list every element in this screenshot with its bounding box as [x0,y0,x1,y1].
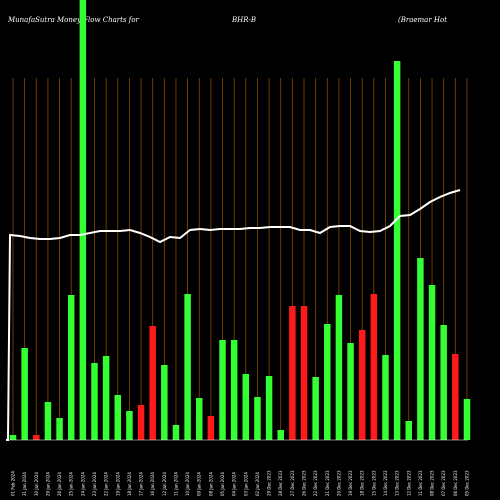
x-tick-label: 01 Feb 2024 [11,471,16,496]
bar [289,306,296,440]
bar [102,356,110,440]
x-tick-label: 26 Dec 2023 [302,470,307,496]
x-tick-label: 11 Dec 2023 [418,470,423,496]
bar [312,377,319,440]
bar [277,430,284,440]
x-tick-label: 14 Dec 2023 [383,470,388,496]
x-tick-label: 30 Jan 2024 [34,472,39,496]
x-tick-label: 19 Jan 2024 [115,472,120,496]
x-tick-label: 03 Jan 2024 [243,472,248,496]
x-tick-label: 21 Dec 2023 [325,470,330,496]
chart-header-center: BHR-B [231,16,256,24]
x-tick-label: 10 Jan 2024 [185,472,190,496]
money-flow-line [6,189,461,441]
x-tick-label: 04 Jan 2024 [232,472,237,496]
bar [242,374,250,440]
x-tick-label: 20 Dec 2023 [336,470,341,496]
bar [382,355,389,440]
bar [172,425,180,440]
x-tick-label: 29 Dec 2023 [267,470,272,496]
bar [184,294,191,440]
x-tick-label: 08 Jan 2024 [208,472,213,496]
x-tick-label: 26 Jan 2024 [57,472,62,496]
bar [393,61,401,440]
bar [44,402,52,440]
x-tick-label: 28 Dec 2023 [278,470,283,496]
x-tick-label: 02 Jan 2024 [255,472,260,496]
x-tick-label: 16 Jan 2024 [150,472,155,496]
bar [417,258,424,440]
bar [358,330,366,440]
bar [265,376,273,440]
bar-series [9,0,471,440]
bar [230,340,238,440]
x-tick-label: 05 Jan 2024 [220,472,225,496]
bar [370,294,378,440]
bar [463,399,471,440]
bar [114,395,122,440]
x-tick-label: 12 Dec 2023 [406,470,411,496]
x-tick-label: 05 Dec 2023 [464,470,469,496]
x-tick-label: 08 Dec 2023 [430,470,435,496]
x-tick-label: 18 Dec 2023 [360,470,365,496]
bar [335,295,343,440]
chart-header-left: MunafaSutra Money Flow Charts for [7,16,140,24]
x-tick-label: 07 Dec 2023 [441,470,446,496]
x-tick-label: 23 Jan 2024 [92,472,97,496]
chart-header-right: (Braemar Hot [398,16,447,24]
bar [324,324,331,440]
bar [300,306,308,440]
x-tick-label: 06 Dec 2023 [453,470,458,496]
x-tick-label: 12 Jan 2024 [162,472,167,496]
bar [428,285,436,440]
bar [347,343,354,440]
bar [67,295,75,440]
bar [126,411,133,440]
x-tick-label: 31 Jan 2024 [22,472,27,496]
x-tick-label: 18 Jan 2024 [127,472,132,496]
x-tick-label: 13 Dec 2023 [395,470,400,496]
bar [149,326,156,440]
x-tick-label: 24 Jan 2024 [80,472,85,496]
x-axis-tick-labels: 01 Feb 2024 31 Jan 2024 30 Jan 2024 29 Jan … [11,470,470,496]
x-tick-label: 11 Jan 2024 [173,472,178,496]
bar [21,348,28,440]
bar [79,0,87,440]
bar [56,418,63,440]
x-tick-label: 29 Jan 2024 [45,472,50,496]
bar [254,397,261,440]
x-tick-label: 09 Jan 2024 [197,472,202,496]
bar [440,325,447,440]
x-tick-label: 15 Dec 2023 [371,470,376,496]
bar [207,416,215,440]
bar [161,365,168,440]
bar [195,398,203,440]
x-tick-label: 19 Dec 2023 [348,470,353,496]
x-tick-label: 17 Jan 2024 [139,472,144,496]
x-tick-label: 22 Jan 2024 [104,472,109,496]
x-tick-label: 22 Dec 2023 [313,470,318,496]
bar [33,435,40,440]
x-tick-label: 25 Jan 2024 [69,472,74,496]
bar [9,435,17,440]
x-tick-label: 27 Dec 2023 [290,470,295,496]
bar [91,363,98,440]
bar [137,405,145,440]
bar [219,340,226,440]
bar [405,421,413,440]
bar [452,354,459,440]
